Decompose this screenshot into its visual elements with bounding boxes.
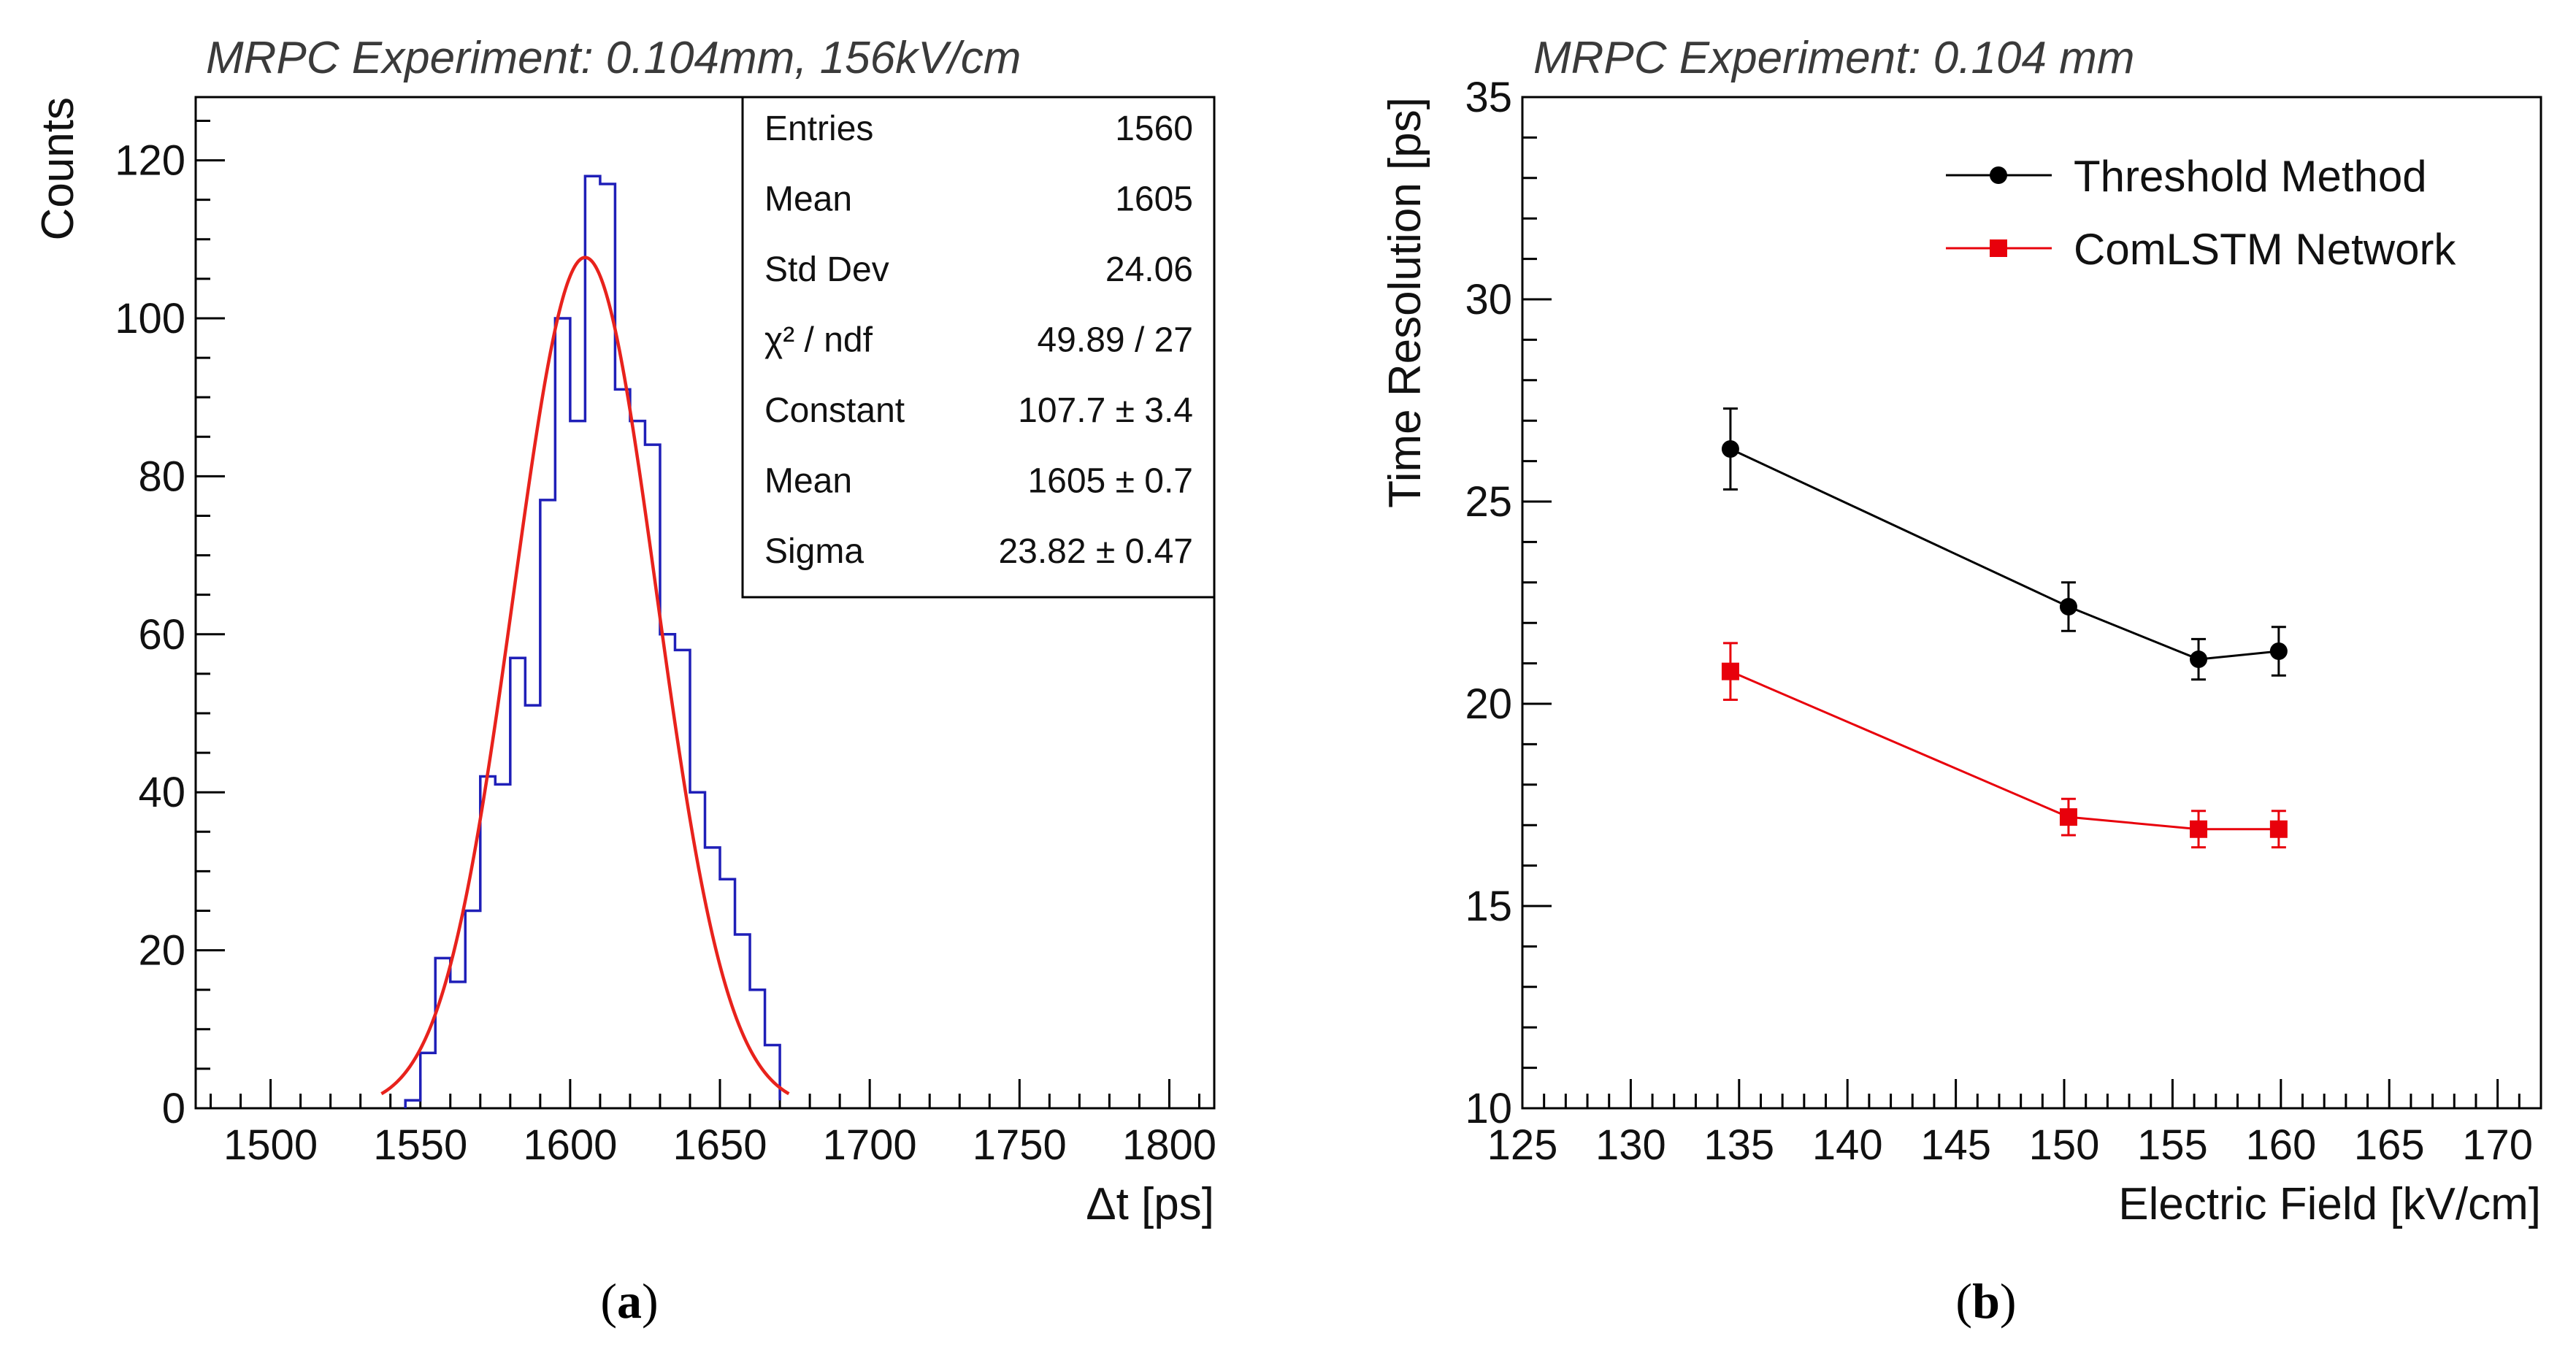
histogram-panel: MRPC Experiment: 0.104mm, 156kV/cm 1500 1… <box>33 33 1216 1329</box>
time-resolution-plot-frame <box>1521 96 2542 1110</box>
stats-label: Entries <box>764 110 873 148</box>
stats-label: Mean <box>764 180 852 219</box>
panel-label-a-close-paren: ) <box>642 1273 659 1329</box>
time-resolution-title: MRPC Experiment: 0.104 mm <box>1533 33 2134 83</box>
y-tick-label: 80 <box>138 453 185 500</box>
x-tick-label: 165 <box>2354 1121 2425 1169</box>
x-tick-label: 1650 <box>672 1121 767 1169</box>
x-tick-label: 145 <box>1920 1121 1991 1169</box>
x-tick-label: 1600 <box>523 1121 617 1169</box>
x-tick-label: 140 <box>1812 1121 1883 1169</box>
x-tick-label: 160 <box>2245 1121 2316 1169</box>
histogram-bars <box>404 174 781 1108</box>
data-point <box>2269 642 2288 660</box>
y-tick-label: 0 <box>162 1085 185 1132</box>
x-tick-label: 1550 <box>373 1121 467 1169</box>
panel-label-b: (b) <box>1955 1273 2016 1329</box>
stats-label: Constant <box>764 391 905 430</box>
data-point <box>1721 662 1739 680</box>
stats-value: 49.89 / 27 <box>1037 321 1193 360</box>
series-threshold-method <box>1721 407 2288 681</box>
x-tick-label: 1700 <box>823 1121 917 1169</box>
stats-value: 1560 <box>1115 110 1193 148</box>
x-tick-label: 1500 <box>223 1121 318 1169</box>
x-tick-label: 170 <box>2462 1121 2533 1169</box>
panel-label-a-open-paren: ( <box>600 1273 617 1329</box>
legend-entry: Threshold Method <box>1946 152 2427 201</box>
time-resolution-tick-marks <box>1521 96 2542 1110</box>
data-point <box>2059 808 2077 826</box>
stats-value: 1605 <box>1115 180 1193 219</box>
x-tick-label: 1800 <box>1122 1121 1216 1169</box>
panel-label-b-letter: b <box>1972 1273 2000 1329</box>
legend-entry: ComLSTM Network <box>1946 225 2456 274</box>
stats-label: Mean <box>764 462 852 501</box>
statistics-box-frame <box>741 96 1216 599</box>
y-tick-label: 100 <box>115 295 185 342</box>
panel-label-b-close-paren: ) <box>2000 1273 2017 1329</box>
series-line <box>1730 670 2279 831</box>
data-point <box>2059 598 2077 616</box>
histogram-x-axis-title: Δt [ps] <box>1086 1179 1214 1229</box>
stats-value: 107.7 ± 3.4 <box>1018 391 1193 430</box>
y-tick-label: 30 <box>1465 276 1512 323</box>
stats-label: Sigma <box>764 532 864 571</box>
time-resolution-panel: MRPC Experiment: 0.104 mm 125 130 135 140 14… <box>1380 33 2542 1329</box>
y-tick-label: 20 <box>1465 680 1512 728</box>
y-tick-label: 40 <box>138 769 185 816</box>
stats-value: 23.82 ± 0.47 <box>998 532 1193 571</box>
data-point <box>2190 650 2208 669</box>
y-tick-label: 20 <box>138 927 185 975</box>
stats-value: 1605 ± 0.7 <box>1027 462 1193 501</box>
statistics-box: Entries 1560 Mean 1605 Std Dev 24.06 χ² / ndf 4… <box>741 96 1216 599</box>
y-tick-label: 10 <box>1465 1085 1512 1132</box>
data-point <box>1721 439 1739 458</box>
stats-label: χ² / ndf <box>764 321 873 360</box>
histogram-plot-frame <box>194 96 1216 1110</box>
stats-label: Std Dev <box>764 250 889 289</box>
series-comlstm-network <box>1721 642 2288 849</box>
histogram-tick-marks <box>196 119 1200 1110</box>
x-tick-label: 125 <box>1487 1121 1558 1169</box>
x-tick-label: 130 <box>1595 1121 1666 1169</box>
time-resolution-y-axis-title: Time Resolution [ps] <box>1380 97 1430 508</box>
data-point <box>2190 820 2208 838</box>
time-resolution-series <box>1721 407 2288 849</box>
legend-label: ComLSTM Network <box>2074 225 2456 274</box>
panel-label-a: (a) <box>600 1273 658 1329</box>
y-tick-label: 60 <box>138 611 185 659</box>
time-resolution-x-axis-title: Electric Field [kV/cm] <box>2118 1179 2541 1229</box>
legend-marker <box>1990 166 2007 184</box>
y-tick-label: 35 <box>1465 74 1512 121</box>
x-tick-label: 155 <box>2137 1121 2208 1169</box>
gaussian-fit-curve <box>380 256 790 1096</box>
data-point <box>2269 820 2288 838</box>
histogram-tick-labels: 1500 1550 1600 1650 1700 1750 1800 0 20 40 60 80 100… <box>115 137 1216 1169</box>
legend-marker <box>1990 239 2007 257</box>
histogram-title: MRPC Experiment: 0.104mm, 156kV/cm <box>206 33 1021 83</box>
stats-value: 24.06 <box>1105 250 1193 289</box>
x-tick-label: 135 <box>1703 1121 1774 1169</box>
y-tick-label: 120 <box>115 137 185 185</box>
legend: Threshold Method ComLSTM Network <box>1946 152 2456 274</box>
x-tick-label: 1750 <box>973 1121 1067 1169</box>
panel-label-b-open-paren: ( <box>1955 1273 1972 1329</box>
x-tick-label: 150 <box>2029 1121 2100 1169</box>
y-tick-label: 15 <box>1465 883 1512 930</box>
histogram-y-axis-title: Counts <box>33 97 83 240</box>
y-tick-label: 25 <box>1465 478 1512 526</box>
legend-label: Threshold Method <box>2074 152 2427 201</box>
series-line <box>1730 448 2280 661</box>
time-resolution-tick-labels: 125 130 135 140 145 150 155 160 165 170 10 15 20 25 30… <box>1465 74 2533 1169</box>
panel-label-a-letter: a <box>617 1273 642 1329</box>
